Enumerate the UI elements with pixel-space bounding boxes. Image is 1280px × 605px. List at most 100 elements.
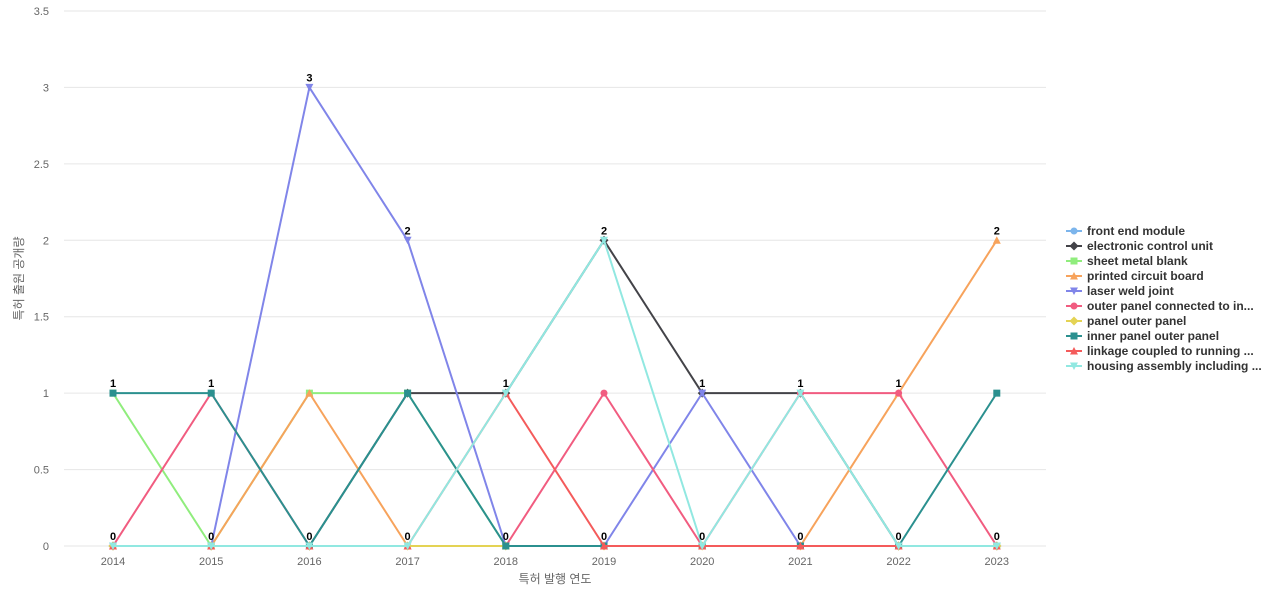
legend-label: outer panel connected to in... xyxy=(1087,299,1254,313)
legend-item[interactable]: inner panel outer panel xyxy=(1066,329,1219,343)
legend-label: laser weld joint xyxy=(1087,284,1174,298)
data-point xyxy=(895,389,903,397)
data-point xyxy=(992,236,1001,244)
y-axis-title: 특허 출원 공개량 xyxy=(12,237,26,321)
x-tick-label: 2014 xyxy=(101,556,125,568)
data-point xyxy=(403,542,412,550)
y-tick-label: 2 xyxy=(43,235,49,247)
data-point xyxy=(600,542,608,550)
data-labels: 1 0 1 0 3 0 2 0 1 0 2 0 1 0 1 0 1 0 2 0 xyxy=(110,72,1000,543)
legend-item[interactable]: electronic control unit xyxy=(1066,239,1213,253)
legend-label: electronic control unit xyxy=(1087,239,1213,253)
legend-symbol xyxy=(1070,347,1078,355)
data-label: 0 xyxy=(896,531,902,543)
data-label: 0 xyxy=(699,531,705,543)
data-point xyxy=(796,542,805,550)
x-tick-label: 2016 xyxy=(297,556,321,568)
y-tick-label: 1 xyxy=(43,388,49,400)
x-tick-label: 2019 xyxy=(592,556,616,568)
legend-label: panel outer panel xyxy=(1087,314,1186,328)
series-layer xyxy=(108,83,1002,551)
y-tick-label: 3 xyxy=(43,82,49,94)
legend-symbol xyxy=(1070,302,1078,310)
grid-layer xyxy=(64,10,1046,547)
data-label: 0 xyxy=(503,531,509,543)
data-label: 1 xyxy=(110,378,116,390)
data-point xyxy=(207,542,216,550)
y-axis-ticks: 0 0.5 1 1.5 2 2.5 3 3.5 xyxy=(34,6,49,553)
data-point xyxy=(501,389,510,398)
legend-item[interactable]: laser weld joint xyxy=(1066,284,1174,298)
x-tick-label: 2020 xyxy=(690,556,714,568)
legend-label: sheet metal blank xyxy=(1087,254,1188,268)
x-axis-ticks: 2014 2015 2016 2017 2018 2019 2020 2021 2022 2023 xyxy=(101,556,1009,568)
y-tick-label: 0.5 xyxy=(34,465,49,477)
data-point xyxy=(698,542,707,550)
data-label: 0 xyxy=(208,531,214,543)
legend-item[interactable]: printed circuit board xyxy=(1066,269,1204,283)
data-label: 1 xyxy=(797,378,803,390)
data-label: 2 xyxy=(601,225,607,237)
legend-item[interactable]: front end module xyxy=(1066,224,1185,238)
data-label: 2 xyxy=(994,225,1000,237)
data-point xyxy=(403,236,412,245)
legend-label: inner panel outer panel xyxy=(1087,329,1219,343)
data-label: 1 xyxy=(208,378,214,390)
data-label: 0 xyxy=(110,531,116,543)
data-point xyxy=(502,542,510,550)
data-label: 3 xyxy=(306,72,312,84)
x-axis-title: 특허 발행 연도 xyxy=(519,571,592,586)
data-point xyxy=(109,389,117,397)
x-tick-label: 2022 xyxy=(886,556,910,568)
x-tick-label: 2023 xyxy=(985,556,1009,568)
data-label: 1 xyxy=(896,378,902,390)
legend-symbol xyxy=(1070,362,1078,370)
legend-label: printed circuit board xyxy=(1087,269,1204,283)
legend-item[interactable]: sheet metal blank xyxy=(1066,254,1188,268)
data-point xyxy=(305,389,314,397)
legend-symbol xyxy=(1069,316,1079,326)
data-label: 0 xyxy=(797,531,803,543)
data-point xyxy=(207,389,215,397)
series-line xyxy=(113,239,997,547)
legend-symbol xyxy=(1070,227,1078,235)
data-label: 0 xyxy=(405,531,411,543)
legend-item[interactable]: linkage coupled to running ... xyxy=(1066,344,1254,358)
y-tick-label: 1.5 xyxy=(34,312,49,324)
legend-item[interactable]: panel outer panel xyxy=(1066,314,1186,328)
series-9 xyxy=(109,236,1001,550)
data-point xyxy=(992,542,1001,550)
y-tick-label: 2.5 xyxy=(34,159,49,171)
data-label: 1 xyxy=(699,378,705,390)
data-point xyxy=(894,542,903,550)
legend-symbol xyxy=(1070,272,1078,280)
data-point xyxy=(698,389,707,398)
legend-label: housing assembly including ... xyxy=(1087,359,1262,373)
y-tick-label: 3.5 xyxy=(34,6,49,18)
x-tick-label: 2017 xyxy=(395,556,419,568)
data-point xyxy=(796,389,805,398)
data-label: 0 xyxy=(994,531,1000,543)
x-tick-label: 2015 xyxy=(199,556,223,568)
legend-label: linkage coupled to running ... xyxy=(1087,344,1254,358)
legend-label: front end module xyxy=(1087,224,1185,238)
legend-item[interactable]: outer panel connected to in... xyxy=(1066,299,1254,313)
data-label: 0 xyxy=(306,531,312,543)
data-point xyxy=(600,236,608,245)
data-point xyxy=(109,542,117,550)
x-tick-label: 2021 xyxy=(788,556,812,568)
data-label: 0 xyxy=(601,531,607,543)
data-point xyxy=(404,389,412,397)
legend-item[interactable]: housing assembly including ... xyxy=(1066,359,1262,373)
x-tick-label: 2018 xyxy=(494,556,518,568)
data-point xyxy=(305,83,314,92)
legend-symbol xyxy=(1070,332,1078,340)
legend-symbol xyxy=(1070,287,1078,295)
data-point xyxy=(600,389,608,397)
data-point xyxy=(305,542,314,550)
legend-symbol xyxy=(1070,257,1078,265)
y-tick-label: 0 xyxy=(43,541,49,553)
